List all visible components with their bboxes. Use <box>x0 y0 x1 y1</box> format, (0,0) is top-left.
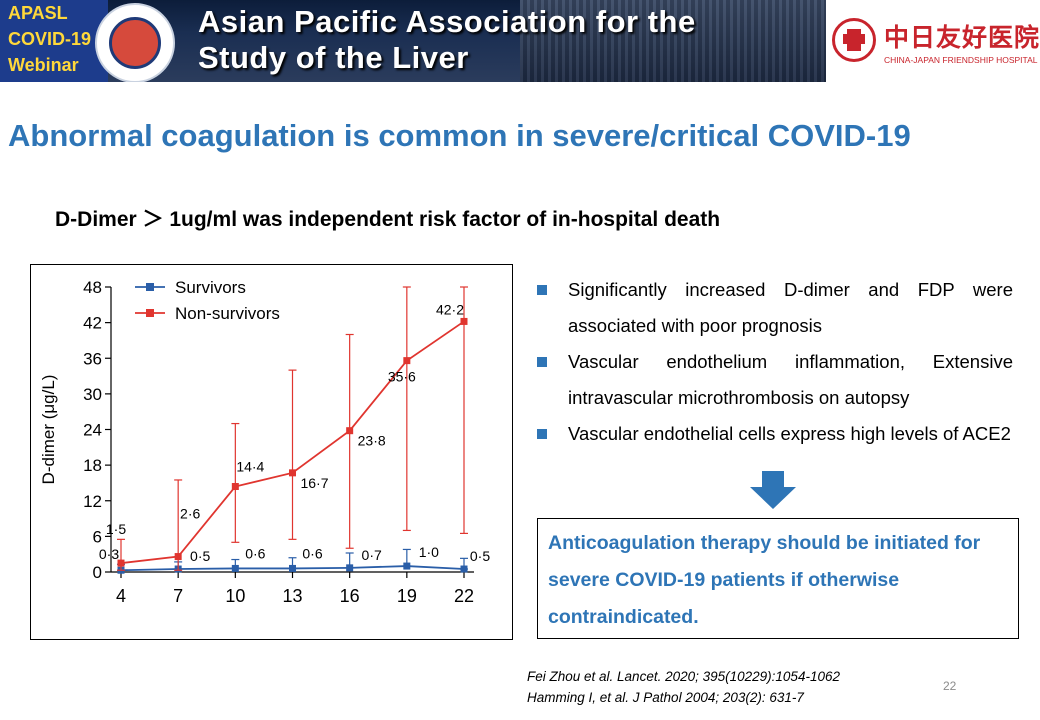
conference-banner: APASL COVID-19 Webinar Asian Pacific Ass… <box>0 0 826 82</box>
x-tick-label: 22 <box>454 586 474 606</box>
bullet-item: Significantly increased D-dimer and FDP … <box>537 272 1013 344</box>
bullet-item: Vascular endothelial cells express high … <box>537 416 1013 452</box>
non-survivors-data-label: 1·5 <box>106 521 126 537</box>
non-survivors-point <box>346 427 354 435</box>
y-tick-label: 36 <box>83 349 102 368</box>
non-survivors-data-label: 14·4 <box>236 459 264 475</box>
chart-svg: 0 6 12 18 24 30 36 42 48 4 7 10 13 16 19 22 D-dimer (μg/… <box>39 278 490 606</box>
survivors-data-label: 0·6 <box>302 545 322 561</box>
non-survivors-data-label: 2·6 <box>180 506 200 522</box>
hospital-logo-block: 中日友好医院 CHINA-JAPAN FRIENDSHIP HOSPITAL <box>826 0 1040 82</box>
square-bullet-icon <box>537 429 547 439</box>
slide-title: Abnormal coagulation is common in severe… <box>8 118 911 153</box>
survivors-data-label: 1·0 <box>419 544 439 560</box>
y-tick-label: 0 <box>93 563 102 582</box>
bullet-text: Significantly increased D-dimer and FDP … <box>568 279 1013 336</box>
survivors-point <box>231 564 239 572</box>
survivors-legend-marker <box>146 283 154 291</box>
x-tick-label: 7 <box>173 586 183 606</box>
non-survivors-legend-marker <box>146 309 154 317</box>
hospital-name-chinese: 中日友好医院 <box>884 23 1040 52</box>
square-bullet-icon <box>537 285 547 295</box>
x-tick-label: 19 <box>397 586 417 606</box>
survivors-point <box>289 564 296 572</box>
non-survivors-point <box>289 469 296 477</box>
survivors-point <box>403 562 411 570</box>
non-survivors-point <box>403 357 411 365</box>
slide-subtitle: D-Dimer ＞ 1ug/ml was independent risk fa… <box>55 208 721 231</box>
non-survivors-data-label: 42·2 <box>436 301 464 317</box>
badge-line-1: APASL <box>8 3 68 23</box>
non-survivors-point <box>231 483 239 490</box>
survivors-data-label: 0·7 <box>362 547 382 563</box>
x-tick-label: 16 <box>340 586 360 606</box>
conclusion-callout: Anticoagulation therapy should be initia… <box>537 518 1019 639</box>
survivors-data-label: 0·5 <box>470 548 490 564</box>
non-survivors-data-label: 16·7 <box>300 475 328 491</box>
y-axis-label: D-dimer (μg/L) <box>39 375 58 485</box>
non-survivors-legend-label: Non-survivors <box>175 304 280 323</box>
hospital-cross-icon <box>832 18 876 62</box>
down-arrow-icon <box>750 471 796 509</box>
survivors-data-label: 0·6 <box>245 545 265 561</box>
non-survivors-point <box>174 553 182 561</box>
hospital-name-english: CHINA-JAPAN FRIENDSHIP HOSPITAL <box>884 55 1038 65</box>
y-tick-label: 24 <box>83 421 102 440</box>
reference-1: Fei Zhou et al. Lancet. 2020; 395(10229)… <box>527 669 840 684</box>
banner-title-line-1: Asian Pacific Association for the <box>198 4 696 39</box>
x-tick-label: 4 <box>116 586 126 606</box>
y-tick-label: 12 <box>83 492 102 511</box>
bullet-text: Vascular endothelium inflammation, Exten… <box>568 351 1013 408</box>
non-survivors-point <box>117 559 125 567</box>
survivors-legend-label: Survivors <box>175 278 246 297</box>
audience-photo <box>520 0 826 82</box>
apasl-webinar-badge: APASL COVID-19 Webinar <box>0 0 108 82</box>
x-tick-label: 10 <box>225 586 245 606</box>
non-survivors-data-label: 23·8 <box>358 433 386 449</box>
survivors-data-label: 0·5 <box>190 548 210 564</box>
x-tick-label: 13 <box>282 586 302 606</box>
badge-line-2: COVID-19 <box>8 29 92 49</box>
badge-line-3: Webinar <box>8 55 79 75</box>
survivors-point <box>460 565 468 573</box>
y-tick-label: 30 <box>83 385 102 404</box>
d-dimer-chart: 0 6 12 18 24 30 36 42 48 4 7 10 13 16 19 22 D-dimer (μg/… <box>30 264 513 640</box>
non-survivors-data-label: 35·6 <box>388 369 416 385</box>
references: Fei Zhou et al. Lancet. 2020; 395(10229)… <box>527 666 840 708</box>
y-tick-label: 6 <box>93 527 102 546</box>
y-tick-label: 48 <box>83 278 102 297</box>
y-tick-label: 18 <box>83 456 102 475</box>
banner-title-line-2: Study of the Liver <box>198 40 469 75</box>
reference-2: Hamming I, et al. J Pathol 2004; 203(2):… <box>527 690 804 705</box>
page-number: 22 <box>943 679 957 693</box>
square-bullet-icon <box>537 357 547 367</box>
apasl-seal-logo <box>95 3 175 82</box>
survivors-point <box>346 564 354 572</box>
bullet-item: Vascular endothelium inflammation, Exten… <box>537 344 1013 416</box>
y-tick-label: 42 <box>83 314 102 333</box>
non-survivors-point <box>460 317 468 325</box>
survivors-data-label: 0·3 <box>99 546 119 562</box>
bullet-text: Vascular endothelial cells express high … <box>568 423 1011 444</box>
bullet-list: Significantly increased D-dimer and FDP … <box>537 272 1013 452</box>
